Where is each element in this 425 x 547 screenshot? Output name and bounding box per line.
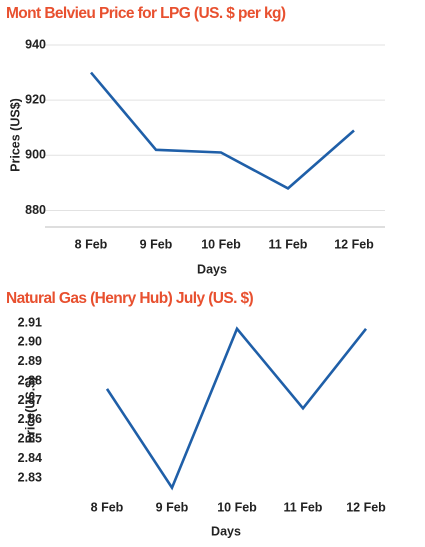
- x-tick-label: 10 Feb: [217, 500, 257, 514]
- y-tick-label: 2.84: [18, 451, 42, 465]
- x-tick-label: 11 Feb: [284, 500, 323, 514]
- x-tick-label: 12 Feb: [346, 500, 386, 514]
- x-tick-label: 11 Feb: [269, 237, 308, 251]
- series-line: [90, 71, 355, 190]
- y-tick-label: 2.91: [18, 315, 42, 329]
- x-axis-label: Days: [211, 524, 241, 538]
- x-tick-label: 9 Feb: [140, 237, 173, 251]
- x-axis-label: Days: [197, 262, 227, 276]
- x-tick-label: 9 Feb: [156, 500, 189, 514]
- x-tick-label: 10 Feb: [201, 237, 241, 251]
- y-axis-label: Price(US.$): [23, 377, 37, 444]
- y-tick-label: 920: [25, 92, 46, 106]
- natural-gas-price-chart: 2.83 2.84 2.85 2.86 2.87 2.88 2.89 2.90 2.91 8 Fe…: [18, 315, 387, 538]
- y-tick-label: 2.90: [18, 335, 42, 349]
- chart-title: Mont Belvieu Price for LPG (US. $ per kg…: [6, 5, 286, 22]
- y-tick-label: 940: [25, 37, 46, 51]
- chart-title: Natural Gas (Henry Hub) July (US. $): [6, 290, 254, 307]
- y-tick-label: 2.86: [18, 412, 42, 426]
- x-tick-label: 8 Feb: [91, 500, 124, 514]
- y-axis-label: Prices (US$): [8, 98, 22, 172]
- y-tick-label: 2.83: [18, 470, 42, 484]
- x-tick-label: 8 Feb: [75, 237, 108, 251]
- y-tick-label: 880: [25, 203, 46, 217]
- y-tick-label: 2.85: [18, 432, 42, 446]
- y-tick-label: 2.88: [18, 373, 42, 387]
- y-tick-label: 900: [25, 148, 46, 162]
- x-tick-label: 12 Feb: [334, 237, 374, 251]
- lpg-price-chart: 880 900 920 940 8 Feb 9 Feb 10 Feb 11 Feb 12 Feb…: [8, 37, 385, 276]
- series-line: [105, 326, 368, 491]
- y-tick-label: 2.89: [18, 354, 42, 368]
- y-tick-label: 2.87: [18, 393, 42, 407]
